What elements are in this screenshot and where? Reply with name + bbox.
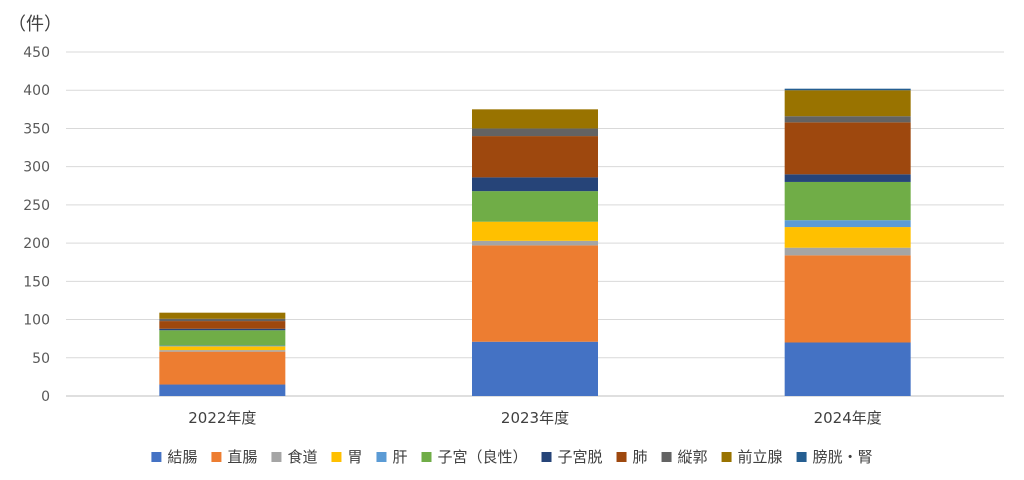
- y-tick-label: 100: [23, 313, 50, 329]
- y-axis-ticks: 0 50 100 150 200 250 300 350 400 450: [23, 45, 50, 405]
- bar-segment: [784, 88, 911, 91]
- legend-item: 子宮（良性）: [421, 448, 528, 466]
- legend-label: 子宮脱: [558, 448, 603, 466]
- legend-label: 膀胱・腎: [813, 448, 873, 466]
- legend-item: 膀胱・腎: [796, 448, 873, 466]
- bar-segment: [784, 181, 911, 221]
- bar-segment: [159, 330, 286, 346]
- y-tick-label: 200: [23, 236, 50, 252]
- bar-segment: [159, 346, 286, 351]
- bar-segment: [784, 342, 911, 396]
- legend-item: 肺: [616, 448, 648, 466]
- x-axis-categories: 2022年度 2023年度 2024年度: [188, 409, 882, 427]
- bar-segment: [784, 255, 911, 343]
- bar-segment: [784, 227, 911, 248]
- y-unit-label: （件）: [8, 14, 62, 35]
- legend-label: 肺: [633, 448, 648, 466]
- bar-segment: [472, 221, 598, 241]
- bar-segment: [784, 122, 911, 175]
- legend-swatch: [376, 452, 387, 462]
- bar-segment: [784, 90, 911, 117]
- legend-label: 肝: [392, 448, 407, 466]
- bar-segment: [159, 345, 286, 347]
- bar-segment: [472, 109, 598, 129]
- bar-segment: [472, 240, 598, 246]
- legend-label: 子宮（良性）: [437, 448, 527, 466]
- bar-segment: [159, 384, 286, 396]
- legend-item: 直腸: [211, 448, 257, 466]
- legend-swatch: [271, 452, 282, 462]
- bar-segment: [784, 116, 911, 123]
- legend-item: 食道: [271, 448, 317, 466]
- legend-swatch: [421, 452, 432, 462]
- legend-label: 胃: [347, 448, 362, 466]
- bar-segment: [472, 191, 598, 222]
- bar-segment: [159, 318, 286, 322]
- legend-swatch: [661, 452, 672, 462]
- legend-label: 縦郭: [678, 448, 708, 466]
- bar-segment: [472, 341, 598, 396]
- legend-swatch: [721, 452, 732, 462]
- y-tick-label: 400: [23, 83, 50, 99]
- bar-segment: [159, 328, 286, 331]
- legend-item: 結腸: [151, 448, 197, 466]
- bar-segment: [159, 350, 286, 352]
- y-tick-label: 300: [23, 160, 50, 176]
- x-category-label: 2024年度: [814, 409, 882, 427]
- bar-segment: [159, 351, 286, 385]
- legend-item: 胃: [331, 448, 362, 466]
- legend-swatch: [151, 452, 162, 462]
- legend-swatch: [331, 452, 342, 462]
- legend: 結腸 直腸 食道 胃 肝 子宮（良性） 子宮脱 肺 縦郭 前立腺 膀胱・腎: [151, 448, 873, 466]
- x-category-label: 2023年度: [501, 409, 569, 427]
- x-category-label: 2022年度: [188, 409, 256, 427]
- y-tick-label: 250: [23, 198, 50, 214]
- legend-swatch: [616, 452, 627, 462]
- legend-label: 結腸: [167, 448, 197, 466]
- legend-swatch: [211, 452, 222, 462]
- legend-label: 食道: [287, 448, 317, 466]
- legend-swatch: [541, 452, 552, 462]
- bar-segment: [472, 128, 598, 137]
- y-tick-label: 150: [23, 274, 50, 290]
- y-tick-label: 0: [41, 389, 50, 405]
- bar-segment: [159, 312, 286, 319]
- bar-segment: [784, 247, 911, 256]
- legend-item: 縦郭: [661, 448, 708, 466]
- y-tick-label: 350: [23, 121, 50, 137]
- legend-item: 前立腺: [721, 448, 783, 466]
- bar-segment: [472, 136, 598, 178]
- legend-swatch: [796, 452, 807, 462]
- y-tick-label: 450: [23, 45, 50, 61]
- bar-segment: [784, 220, 911, 228]
- legend-item: 肝: [376, 448, 407, 466]
- legend-item: 子宮脱: [541, 448, 603, 466]
- bars: [159, 88, 911, 396]
- bar-segment: [472, 177, 598, 192]
- bar-segment: [472, 245, 598, 342]
- bar-segment: [159, 321, 286, 329]
- bar-segment: [784, 174, 911, 182]
- legend-label: 前立腺: [738, 448, 783, 466]
- legend-label: 直腸: [227, 448, 257, 466]
- y-tick-label: 50: [32, 351, 50, 367]
